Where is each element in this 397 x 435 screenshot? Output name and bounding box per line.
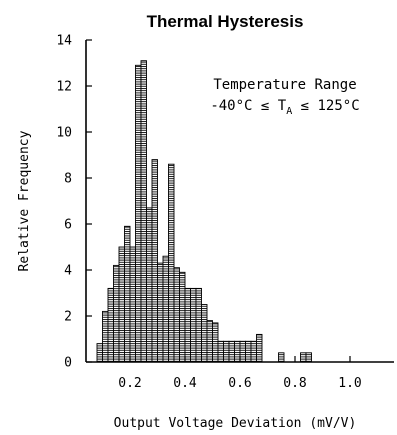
x-tick-label: 1.0 (338, 376, 361, 391)
histogram-bars (96, 60, 312, 363)
histogram-bar (228, 340, 235, 363)
annotation-subscript: A (286, 106, 292, 117)
x-tick-label: 0.4 (173, 376, 197, 391)
histogram-bar (96, 343, 103, 363)
histogram-bar (102, 310, 109, 363)
chart-title: Thermal Hysteresis (147, 12, 304, 31)
histogram-bar (256, 333, 263, 363)
histogram-bar (201, 304, 208, 363)
histogram-bar (245, 340, 252, 363)
histogram-bar (140, 60, 147, 363)
y-axis-label: Relative Frequency (17, 130, 32, 271)
histogram-bar (135, 64, 142, 363)
histogram-bar (190, 287, 197, 363)
histogram-bar (234, 340, 241, 363)
x-tick-label: 0.2 (118, 376, 141, 391)
x-tick-label: 0.8 (283, 376, 306, 391)
histogram-bar (250, 340, 257, 363)
y-tick-label: 6 (64, 218, 72, 233)
histogram-bar (217, 340, 224, 363)
y-tick-label: 12 (56, 80, 72, 95)
histogram-bar (195, 287, 202, 363)
annotation-suffix: ≤ 125°C (292, 98, 359, 114)
histogram-bar (162, 255, 169, 363)
histogram-bar (239, 340, 246, 363)
y-tick-label: 4 (64, 264, 72, 279)
histogram-bar (300, 352, 307, 363)
annotation-line-1: Temperature Range (213, 77, 356, 93)
histogram-bar (278, 352, 285, 363)
annotation-line-2: -40°C ≤ TA ≤ 125°C (210, 98, 359, 117)
histogram-bar (168, 163, 175, 363)
histogram-bar (124, 225, 131, 363)
x-axis-label: Output Voltage Deviation (mV/V) (114, 416, 357, 431)
histogram-bar (212, 322, 219, 363)
histogram-bar (206, 320, 213, 363)
x-axis-ticks: 0.2 0.4 0.6 0.8 1.0 (118, 356, 362, 391)
histogram-bar (118, 246, 125, 363)
histogram-bar (305, 352, 312, 363)
y-tick-label: 8 (64, 172, 72, 187)
y-tick-label: 14 (56, 34, 72, 49)
y-tick-label: 0 (64, 356, 72, 371)
histogram-bar (179, 271, 186, 363)
annotation-prefix: -40°C ≤ T (210, 98, 286, 114)
histogram-bar (223, 340, 230, 363)
histogram-bar (184, 287, 191, 363)
histogram-bar (113, 264, 120, 363)
x-tick-label: 0.6 (228, 376, 251, 391)
histogram-bar (173, 267, 180, 363)
histogram-bar (129, 246, 136, 363)
y-tick-label: 2 (64, 310, 72, 325)
y-axis-ticks: 0 2 4 6 8 10 12 14 (56, 34, 92, 371)
histogram-bar (157, 262, 164, 363)
histogram-bar (151, 159, 158, 363)
histogram-bar (146, 207, 153, 363)
y-tick-label: 10 (56, 126, 72, 141)
histogram-bar (107, 287, 114, 363)
